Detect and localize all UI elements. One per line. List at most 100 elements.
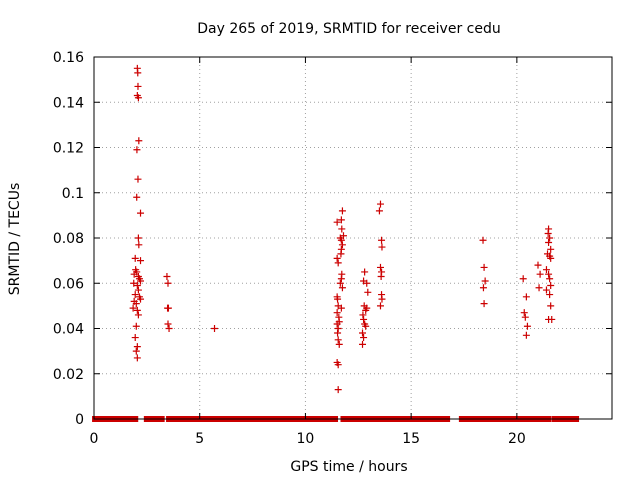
data-point: [333, 309, 341, 317]
data-point: [523, 322, 531, 330]
data-point: [545, 239, 553, 247]
data-point: [480, 263, 488, 271]
data-point: [132, 300, 140, 308]
data-point: [480, 300, 488, 308]
data-point: [534, 261, 542, 269]
data-point: [335, 340, 343, 348]
grid-layer: [94, 57, 612, 419]
data-point: [133, 354, 141, 362]
y-tick-label: 0.16: [53, 50, 84, 66]
data-point: [547, 302, 555, 310]
data-point: [338, 284, 346, 292]
x-tick-label: 0: [90, 431, 99, 447]
data-point: [333, 218, 341, 226]
x-tick-label: 20: [508, 431, 526, 447]
data-point: [376, 302, 384, 310]
y-tick-label: 0.1: [62, 186, 84, 202]
data-point: [479, 236, 487, 244]
chart-title: Day 265 of 2019, SRMTID for receiver ced…: [197, 21, 500, 37]
data-point: [337, 236, 345, 244]
data-point: [334, 325, 342, 332]
data-point: [542, 266, 550, 274]
data-points: [129, 64, 556, 394]
x-tick-label: 5: [195, 431, 204, 447]
data-point: [134, 175, 142, 183]
data-point: [519, 275, 527, 283]
y-tick-label: 0.14: [53, 95, 84, 111]
data-point: [137, 209, 145, 217]
data-point: [359, 340, 367, 348]
data-point: [164, 304, 172, 312]
data-point: [377, 272, 385, 280]
data-point: [520, 309, 528, 317]
data-point: [137, 257, 145, 265]
data-point: [535, 284, 543, 292]
data-point: [134, 94, 142, 102]
y-axis-label: SRMTID / TECUs: [7, 183, 23, 296]
data-point: [338, 241, 346, 249]
data-point: [378, 236, 386, 244]
data-point: [547, 254, 555, 262]
data-point: [134, 311, 142, 319]
data-point: [546, 234, 554, 242]
data-point: [536, 270, 544, 278]
data-point: [164, 320, 172, 328]
data-point: [378, 295, 386, 303]
data-point: [135, 241, 143, 249]
data-point: [131, 254, 139, 262]
data-point: [333, 254, 341, 262]
data-point: [133, 282, 141, 290]
data-point: [522, 293, 530, 301]
axis-ticks: [93, 56, 612, 420]
data-point: [360, 334, 368, 342]
data-point: [362, 306, 370, 314]
y-tick-label: 0.08: [53, 231, 84, 247]
data-point: [133, 343, 141, 351]
data-point: [132, 322, 140, 330]
data-point: [337, 275, 345, 283]
data-point: [133, 146, 141, 154]
data-point: [334, 329, 342, 337]
data-point: [546, 275, 554, 283]
data-point: [337, 304, 345, 312]
data-point: [337, 250, 345, 258]
data-point: [164, 279, 172, 287]
data-point: [134, 286, 142, 294]
data-point: [376, 200, 384, 208]
data-point: [131, 334, 139, 342]
data-point: [376, 263, 384, 271]
data-point: [479, 284, 487, 292]
data-point: [134, 69, 142, 77]
data-point: [336, 279, 344, 287]
data-point: [334, 295, 342, 303]
data-point: [542, 286, 550, 294]
y-tick-label: 0.02: [53, 367, 84, 383]
data-point: [334, 386, 342, 394]
data-point: [547, 245, 555, 253]
data-point: [521, 313, 529, 321]
data-point: [165, 325, 173, 332]
x-axis-label: GPS time / hours: [290, 459, 407, 475]
data-point: [132, 347, 140, 355]
data-point: [362, 322, 370, 330]
data-point: [363, 279, 371, 287]
data-point: [359, 329, 367, 337]
data-point: [522, 331, 530, 339]
data-point: [481, 277, 489, 285]
data-point: [544, 229, 552, 237]
data-point: [375, 207, 383, 215]
data-point: [334, 259, 342, 267]
data-point: [133, 306, 141, 314]
data-point: [547, 282, 555, 290]
data-point: [334, 361, 342, 369]
data-point: [137, 295, 145, 303]
data-point: [338, 225, 346, 233]
data-point: [130, 270, 138, 278]
data-point: [333, 320, 341, 328]
x-tick-label: 10: [297, 431, 315, 447]
y-tick-label: 0.12: [53, 141, 84, 157]
data-point: [337, 216, 345, 224]
y-tick-label: 0.04: [53, 322, 84, 338]
data-point: [359, 311, 367, 319]
